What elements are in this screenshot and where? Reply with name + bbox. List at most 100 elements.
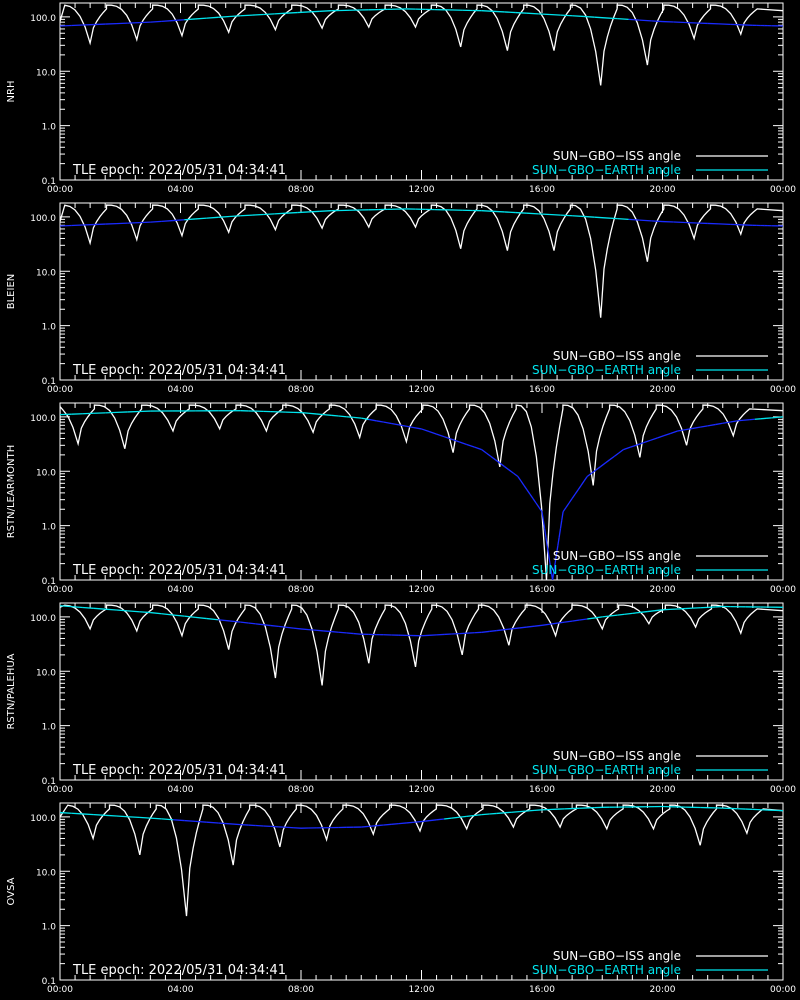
- earth-angle-segment: [636, 442, 644, 446]
- iss-angle-line: [60, 804, 783, 917]
- earth-angle-segment: [526, 625, 535, 628]
- x-tick-label: 08:00: [288, 385, 314, 395]
- earth-angle-segment: [300, 628, 309, 631]
- earth-angle-segment: [629, 444, 638, 448]
- legend-iss-label: SUN−GBO−ISS angle: [553, 349, 681, 363]
- earth-angle-segment: [549, 562, 552, 572]
- y-tick-label: 1.0: [42, 123, 57, 133]
- earth-angle-segment: [353, 632, 362, 635]
- earth-angle-segment: [466, 443, 475, 448]
- earth-angle-segment: [692, 426, 701, 430]
- earth-angle-segment: [551, 571, 555, 580]
- y-tick-label: 10.0: [36, 668, 56, 678]
- earth-angle-segment: [609, 455, 615, 461]
- x-tick-label: 00:00: [770, 785, 796, 795]
- legend-earth-label: SUN−GBO−EARTH angle: [532, 963, 681, 977]
- earth-angle-segment: [587, 617, 595, 620]
- earth-angle-segment: [651, 220, 663, 223]
- earth-angle-segment: [285, 11, 298, 14]
- earth-angle-segment: [571, 493, 576, 499]
- earth-angle-segment: [368, 825, 377, 828]
- earth-angle-segment: [274, 212, 286, 215]
- earth-angle-segment: [526, 809, 535, 812]
- earth-angle-segment: [323, 630, 332, 633]
- earth-angle-segment: [639, 19, 652, 22]
- y-tick-label: 100.0: [30, 414, 56, 424]
- earth-angle-segment: [579, 618, 588, 621]
- y-tick-label: 100.0: [30, 614, 56, 624]
- chart-panel: 100.010.01.00.100:00 04:00 08:00 12:00 16:00…: [6, 202, 796, 395]
- earth-angle-segment: [561, 511, 564, 521]
- earth-angle-segment: [624, 612, 633, 615]
- earth-angle-segment: [481, 210, 494, 212]
- earth-angle-segment: [602, 615, 610, 618]
- earth-angle-segment: [534, 809, 543, 812]
- earth-angle-segment: [526, 212, 539, 215]
- earth-angle-segment: [541, 623, 550, 626]
- earth-angle-segment: [436, 433, 445, 438]
- earth-angle-segment: [618, 449, 624, 454]
- earth-angle-segment: [481, 813, 490, 816]
- chart-panel: 100.010.01.00.100:00 04:00 08:00 12:00 16:00…: [6, 602, 796, 795]
- earth-angle-segment: [172, 614, 185, 617]
- y-tick-label: 10.0: [36, 68, 56, 78]
- earth-angle-segment: [560, 214, 573, 217]
- earth-angle-segment: [361, 825, 369, 828]
- earth-angle-segment: [206, 821, 219, 824]
- legend-iss-label: SUN−GBO−ISS angle: [553, 149, 681, 163]
- x-tick-label: 08:00: [288, 185, 314, 195]
- x-tick-label: 08:00: [288, 985, 314, 995]
- earth-angle-segment: [490, 455, 496, 461]
- earth-angle-segment: [459, 815, 467, 818]
- earth-angle-segment: [316, 413, 324, 416]
- earth-angle-segment: [474, 446, 482, 451]
- earth-angle-segment: [391, 422, 400, 426]
- earth-angle-segment: [605, 217, 618, 220]
- earth-angle-segment: [496, 629, 505, 632]
- earth-angle-segment: [485, 452, 492, 457]
- x-tick-label: 12:00: [409, 785, 435, 795]
- earth-angle-segment: [184, 218, 196, 221]
- earth-angle-segment: [526, 489, 531, 495]
- earth-angle-segment: [508, 469, 514, 474]
- x-tick-label: 08:00: [288, 585, 314, 595]
- earth-angle-segment: [519, 626, 528, 629]
- iss-angle-line: [60, 4, 783, 86]
- earth-angle-segment: [93, 813, 106, 816]
- earth-angle-segment: [600, 462, 606, 467]
- x-tick-label: 00:00: [47, 185, 73, 195]
- earth-angle-segment: [504, 11, 516, 14]
- earth-angle-segment: [526, 12, 539, 15]
- earth-angle-segment: [252, 213, 264, 216]
- earth-angle-segment: [195, 217, 207, 220]
- earth-angle-segment: [127, 610, 140, 613]
- earth-angle-segment: [504, 628, 512, 631]
- earth-angle-segment: [547, 554, 551, 564]
- x-tick-label: 20:00: [650, 185, 676, 195]
- earth-angle-segment: [617, 613, 625, 616]
- earth-angle-segment: [161, 613, 174, 616]
- earth-angle-segment: [628, 18, 640, 21]
- legend-earth-label: SUN−GBO−EARTH angle: [532, 163, 681, 177]
- earth-angle-segment: [553, 562, 556, 572]
- earth-angle-segment: [60, 811, 72, 814]
- y-tick-label: 100.0: [30, 14, 56, 24]
- y-axis-label: NRH: [6, 81, 17, 103]
- chart-panel: 100.010.01.00.100:00 04:00 08:00 12:00 16:00…: [6, 402, 796, 595]
- earth-angle-segment: [218, 822, 230, 825]
- earth-angle-segment: [361, 417, 369, 421]
- earth-angle-segment: [632, 611, 640, 614]
- earth-angle-segment: [263, 213, 275, 216]
- x-tick-label: 00:00: [47, 985, 73, 995]
- y-tick-label: 100.0: [30, 814, 56, 824]
- earth-angle-segment: [503, 465, 510, 471]
- y-tick-label: 100.0: [30, 214, 56, 224]
- x-tick-label: 12:00: [409, 385, 435, 395]
- earth-angle-segment: [263, 13, 275, 16]
- y-tick-label: 1.0: [42, 923, 57, 933]
- earth-angle-segment: [285, 626, 294, 629]
- earth-angle-segment: [489, 629, 497, 633]
- earth-angle-segment: [556, 621, 565, 624]
- earth-angle-segment: [586, 472, 593, 478]
